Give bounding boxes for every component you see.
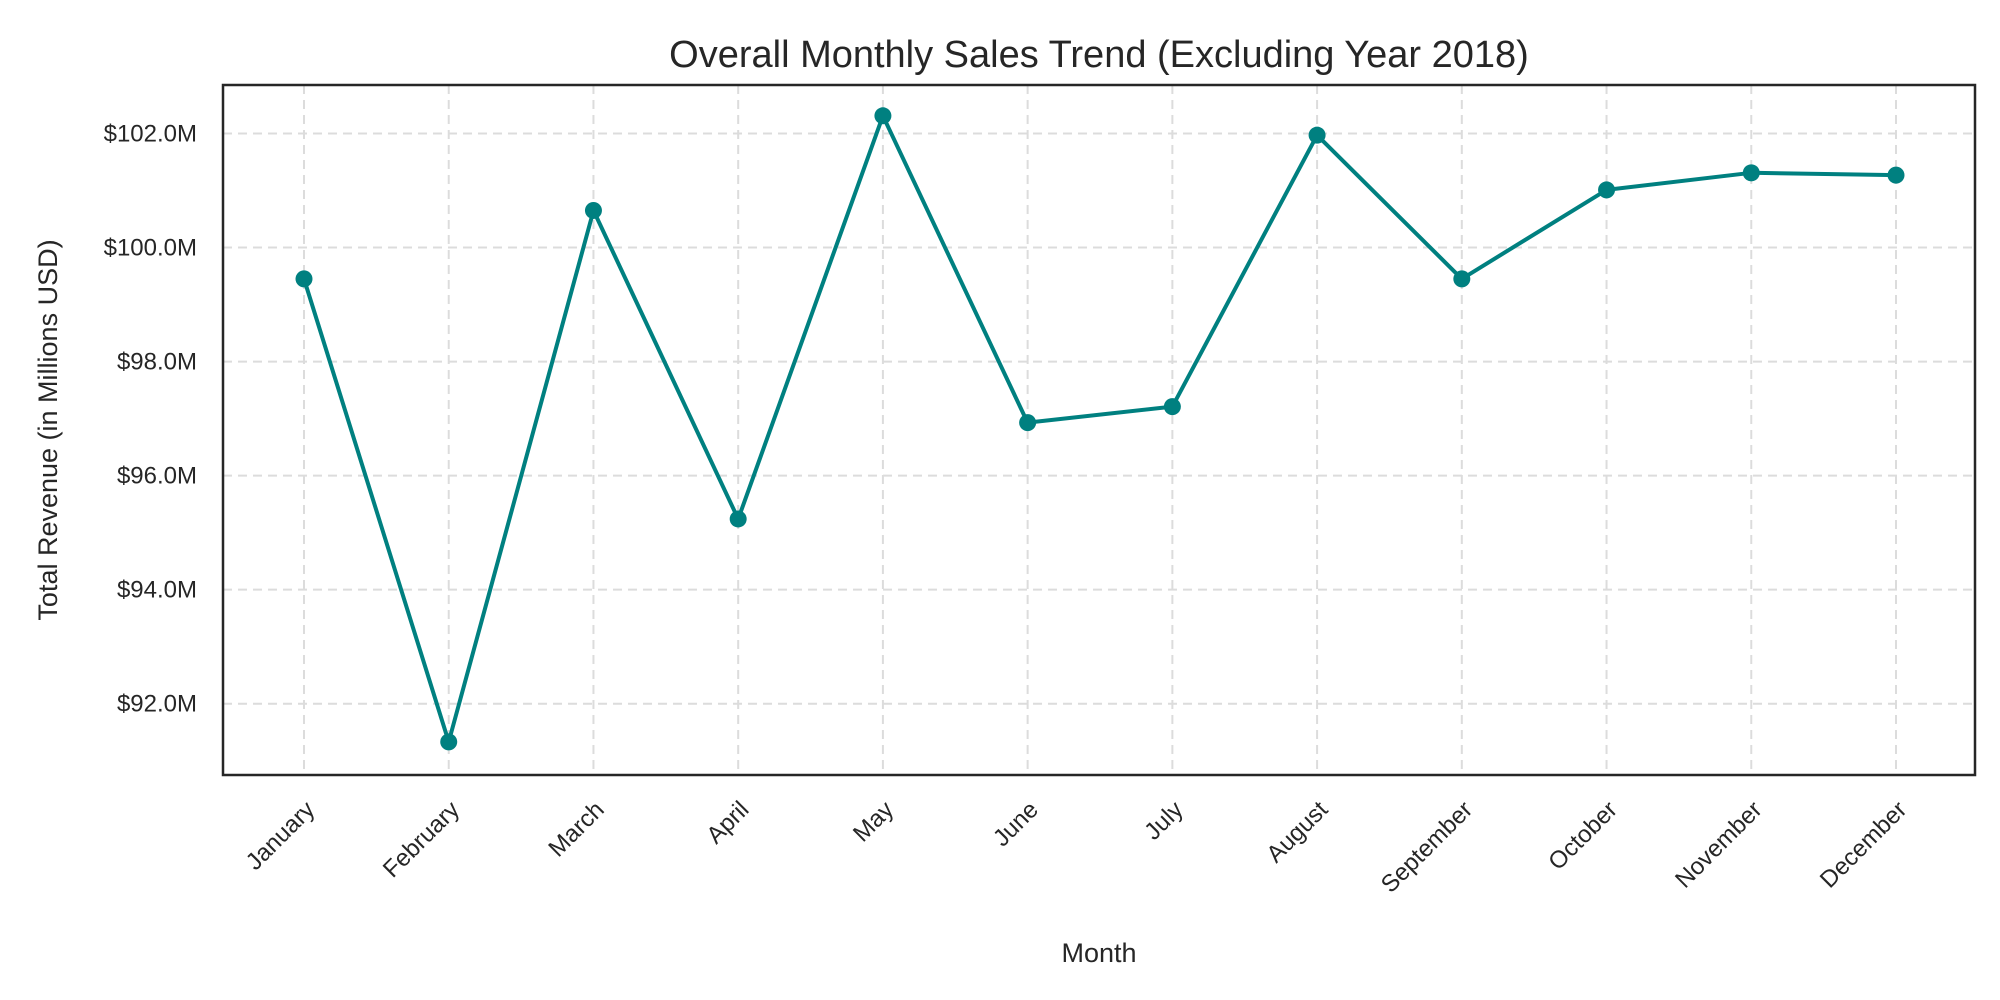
data-point-marker [1308,126,1326,144]
data-point-marker [440,733,458,751]
data-point-marker [1887,166,1905,184]
x-tick-label: September [1376,796,1478,898]
x-tick-label: May [848,796,899,847]
data-point-marker [1163,398,1181,416]
data-point-marker [1019,414,1037,432]
y-tick-label: $98.0M [117,349,197,376]
data-point-marker [729,510,747,528]
series-layer [295,107,1905,751]
gridlines [223,85,1975,775]
x-tick-label: June [988,796,1044,852]
data-point-marker [1598,181,1616,199]
y-tick-label: $94.0M [117,577,197,604]
data-point-marker [874,107,892,125]
chart-title: Overall Monthly Sales Trend (Excluding Y… [669,34,1529,76]
x-axis-label: Month [1061,938,1136,968]
x-tick-label: April [701,796,754,849]
x-tick-label: October [1543,796,1622,875]
data-point-marker [1453,270,1471,288]
y-tick-label: $92.0M [117,691,197,718]
x-tick-label: July [1139,796,1188,845]
x-tick-label: November [1670,796,1767,893]
x-tick-label: December [1815,796,1912,893]
x-tick-label: February [378,796,465,883]
x-tick-label: August [1261,796,1333,868]
y-axis-ticks: $92.0M $94.0M $96.0M $98.0M $100.0M $102.0M [104,120,197,717]
data-point-marker [584,201,602,219]
data-point-marker [295,270,313,288]
x-tick-label: January [241,796,320,875]
y-axis-label: Total Revenue (in Millions USD) [33,239,63,620]
y-tick-label: $96.0M [117,463,197,490]
x-axis-ticks: January February March April May June July Augu… [241,796,1912,898]
y-tick-label: $100.0M [104,235,197,262]
series-line [302,113,1898,744]
plot-area-frame [221,83,1977,777]
x-tick-label: March [543,796,609,862]
y-tick-label: $102.0M [104,120,197,147]
data-point-marker [1742,164,1760,182]
